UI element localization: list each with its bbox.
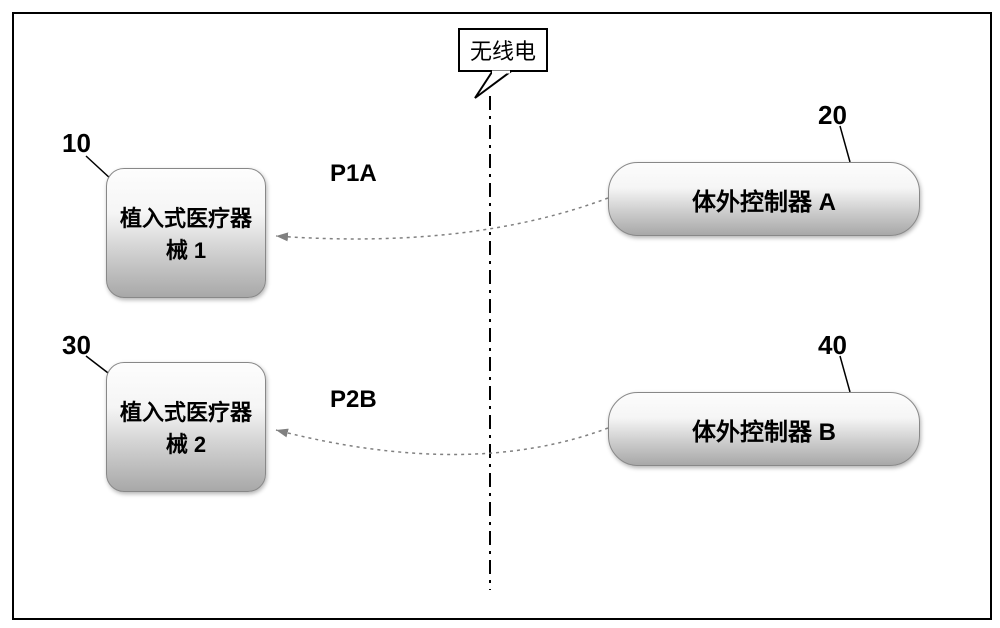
device-1-box: 植入式医疗器械 1 xyxy=(106,168,266,298)
radio-label-text: 无线电 xyxy=(470,39,536,64)
device-2-text: 植入式医疗器械 2 xyxy=(115,395,257,459)
device-2-box: 植入式医疗器械 2 xyxy=(106,362,266,492)
controller-a-box: 体外控制器 A xyxy=(608,162,920,236)
controller-b-box: 体外控制器 B xyxy=(608,392,920,466)
ref-40: 40 xyxy=(818,330,847,361)
radio-label: 无线电 xyxy=(458,28,548,72)
path-p2b-label: P2B xyxy=(330,386,377,414)
path-p1a-label: P1A xyxy=(330,160,377,188)
controller-a-text: 体外控制器 A xyxy=(692,182,836,217)
ref-20: 20 xyxy=(818,100,847,131)
ref-30: 30 xyxy=(62,330,91,361)
controller-b-text: 体外控制器 B xyxy=(692,412,836,447)
ref-10: 10 xyxy=(62,128,91,159)
device-1-text: 植入式医疗器械 1 xyxy=(115,201,257,265)
